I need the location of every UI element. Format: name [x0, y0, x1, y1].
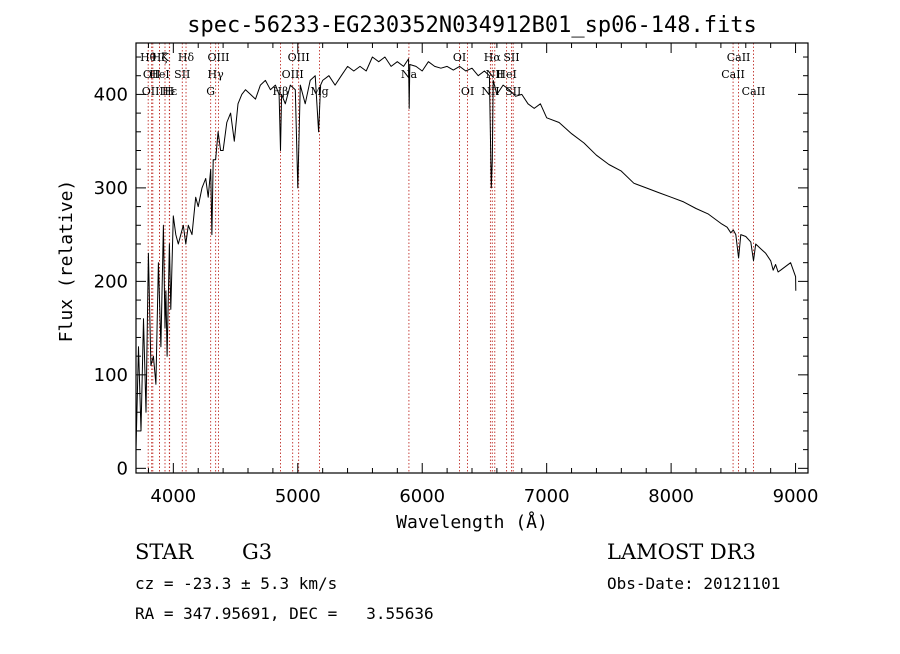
y-tick-label: 0: [117, 458, 128, 479]
survey-name: LAMOST DR3: [607, 540, 756, 564]
line-marker-label: OIII: [282, 68, 304, 81]
series-layer: [135, 56, 797, 450]
spectrum-line: [135, 56, 797, 450]
line-marker-label: OIII: [288, 51, 310, 64]
x-tick-labels: 4000 5000 6000 7000 8000 9000: [150, 486, 818, 507]
chart-title: spec-56233-EG230352N034912B01_sp06-148.f…: [187, 13, 757, 38]
x-axis-label: Wavelength (Å): [396, 511, 548, 533]
line-marker-label: CaII: [727, 51, 751, 64]
y-tick-label: 100: [94, 365, 128, 386]
plot-frame: [135, 42, 809, 474]
line-marker-label: Hβ: [273, 85, 289, 98]
x-tick-label: 6000: [399, 486, 445, 507]
line-marker-label: Hζ: [152, 51, 168, 64]
line-marker-label: OI: [461, 85, 474, 98]
object-class: STAR: [135, 540, 194, 564]
line-marker-label: HeI: [496, 68, 516, 81]
redshift-text: cz = -23.3 ± 5.3 km/s: [135, 574, 337, 593]
line-marker-label: Hα: [484, 51, 502, 64]
line-marker-layer: [147, 43, 754, 473]
line-marker-label: OII: [143, 68, 161, 81]
y-axis-label: Flux (relative): [56, 180, 77, 343]
line-marker-label: HeI: [149, 68, 169, 81]
line-marker-label: CaII: [721, 68, 745, 81]
x-tick-label: 7000: [524, 486, 570, 507]
coordinates-text: RA = 347.95691, DEC = 3.55636: [135, 604, 434, 623]
y-tick-label: 300: [94, 178, 128, 199]
y-tick-label: 400: [94, 84, 128, 105]
line-marker-label: Hγ: [208, 68, 225, 81]
line-label-layer: Hθ OII OIII Hζ HeI K HHε SII Hδ G Hγ OIII Hβ OIII OIII…: [140, 51, 765, 98]
line-marker-label: NII: [481, 85, 499, 98]
line-marker-label: OIII: [207, 51, 229, 64]
line-marker-label: H: [165, 85, 175, 98]
line-marker-label: OIII: [142, 85, 164, 98]
line-marker-label: Hδ: [178, 51, 195, 64]
line-marker-label: Hε: [162, 85, 178, 98]
line-marker-label: CaII: [742, 85, 766, 98]
y-tick-labels: 0 100 200 300 400: [94, 84, 128, 479]
x-tick-label: 5000: [275, 486, 321, 507]
line-marker-label: OI: [453, 51, 466, 64]
x-tick-label: 4000: [150, 486, 196, 507]
line-marker-label: Hθ: [140, 51, 157, 64]
y-tick-label: 200: [94, 271, 128, 292]
line-marker-label: G: [206, 85, 215, 98]
line-marker-label: SII: [505, 85, 521, 98]
line-marker-label: SII: [174, 68, 190, 81]
spectral-subclass: G3: [242, 540, 272, 564]
line-marker-label: Mg: [310, 85, 328, 98]
line-marker-label: K: [161, 51, 170, 64]
x-tick-label: 8000: [648, 486, 694, 507]
line-marker-label: NII: [486, 68, 504, 81]
obs-date-text: Obs-Date: 20121101: [607, 574, 780, 593]
x-tick-label: 9000: [773, 486, 819, 507]
line-marker-label: SII: [503, 51, 519, 64]
axis-ticks: [136, 43, 808, 473]
